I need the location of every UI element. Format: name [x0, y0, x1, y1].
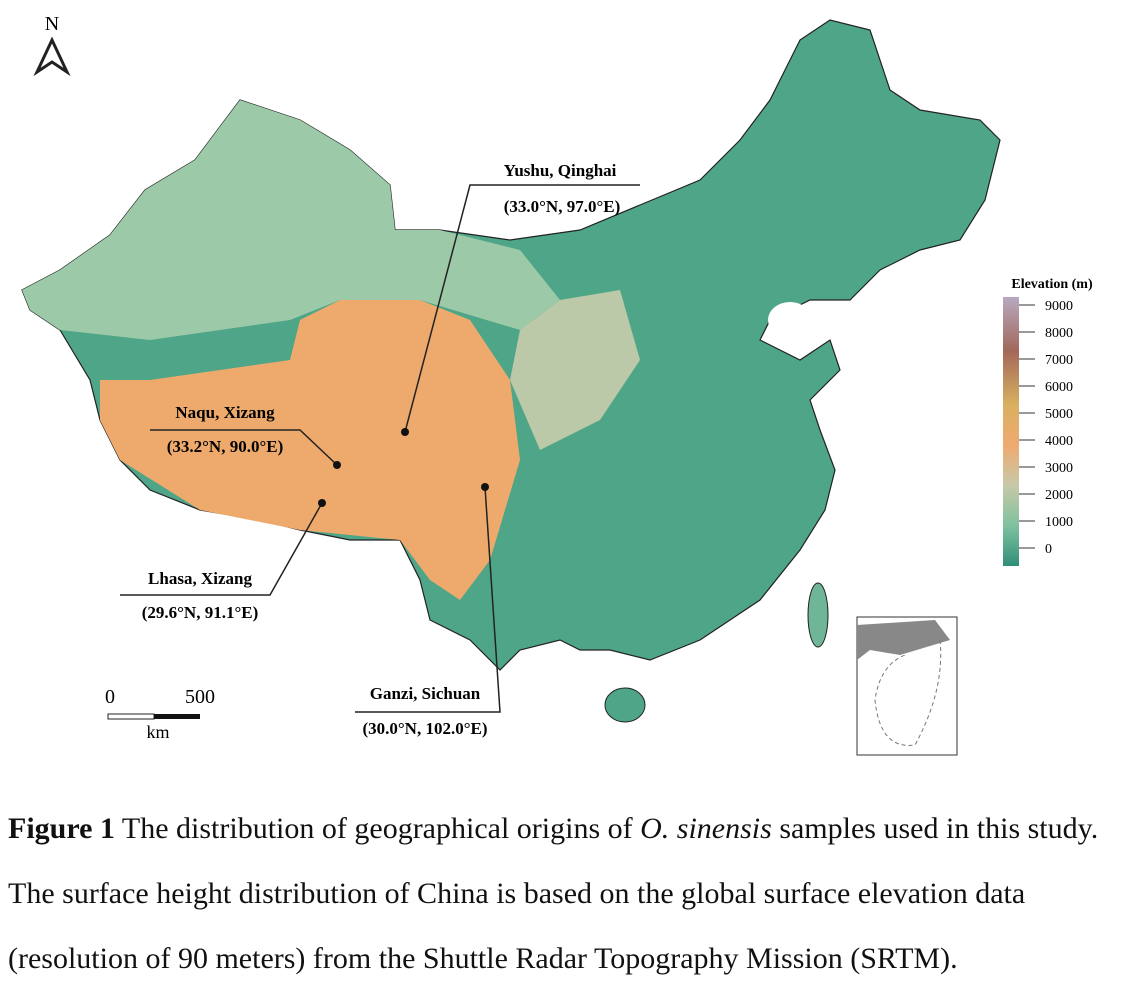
legend-tick-label: 6000 — [1045, 380, 1073, 395]
inset-border — [874, 639, 942, 746]
taiwan — [807, 582, 829, 648]
legend-tick-label: 3000 — [1045, 461, 1073, 476]
site-name: Yushu, Qinghai — [504, 161, 617, 180]
scale-bar — [154, 714, 200, 719]
caption: Figure 1 The distribution of geographica… — [8, 796, 1118, 991]
legend-tick-label: 8000 — [1045, 326, 1073, 341]
site-coords: (29.6°N, 91.1°E) — [142, 603, 259, 622]
bohai-sea — [768, 302, 812, 338]
plateau — [100, 300, 520, 600]
hainan — [604, 687, 646, 723]
legend-tick-label: 1000 — [1045, 515, 1073, 530]
leaders — [120, 184, 640, 713]
site-name: Lhasa, Xizang — [148, 569, 252, 588]
inset-land — [857, 620, 950, 660]
legend-tick-label: 9000 — [1045, 299, 1073, 314]
scale-start: 0 — [105, 686, 115, 708]
caption-text: samples used in this study. The surface … — [8, 812, 1099, 975]
legend-bar — [1003, 297, 1019, 566]
legend-tick-label: 0 — [1045, 542, 1052, 557]
loess — [510, 290, 640, 450]
legend-tick-label: 7000 — [1045, 353, 1073, 368]
site-name: Naqu, Xizang — [175, 403, 275, 422]
caption-text: The distribution of geographical origins… — [121, 812, 633, 845]
north-arrow — [33, 36, 71, 77]
scale-end: 500 — [185, 686, 215, 708]
legend-tick-label: 4000 — [1045, 434, 1073, 449]
site-coords: (33.2°N, 90.0°E) — [167, 437, 284, 456]
site-coords: (33.0°N, 97.0°E) — [504, 197, 621, 216]
site-dots — [318, 428, 489, 507]
site-coords: (30.0°N, 102.0°E) — [362, 719, 487, 738]
legend-tick-label: 2000 — [1045, 488, 1073, 503]
legend-tick-label: 5000 — [1045, 407, 1073, 422]
scale-bar — [107, 713, 155, 720]
map: N Yushu, Qinghai (33.0°N, 97.0°E) Naqu, … — [21, 13, 1093, 756]
scale-unit: km — [146, 722, 169, 742]
legend-title: Elevation (m) — [1011, 277, 1093, 292]
north-label: N — [45, 13, 59, 35]
species: O. sinensis — [640, 812, 772, 845]
legend-ticks: 9000 8000 7000 6000 5000 4000 3000 2000 1000 0 — [1019, 299, 1073, 557]
caption-label: Figure 1 — [8, 812, 115, 845]
site-name: Ganzi, Sichuan — [370, 684, 481, 703]
north-west — [22, 100, 560, 340]
